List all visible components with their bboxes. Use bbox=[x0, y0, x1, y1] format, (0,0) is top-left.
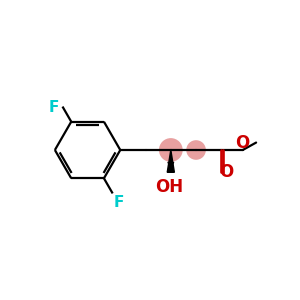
Text: O: O bbox=[236, 134, 250, 152]
Circle shape bbox=[186, 140, 206, 160]
Text: F: F bbox=[49, 100, 59, 115]
Circle shape bbox=[159, 138, 183, 162]
Text: F: F bbox=[114, 195, 124, 210]
Text: OH: OH bbox=[155, 178, 183, 196]
Text: O: O bbox=[220, 163, 234, 181]
Polygon shape bbox=[167, 150, 174, 172]
